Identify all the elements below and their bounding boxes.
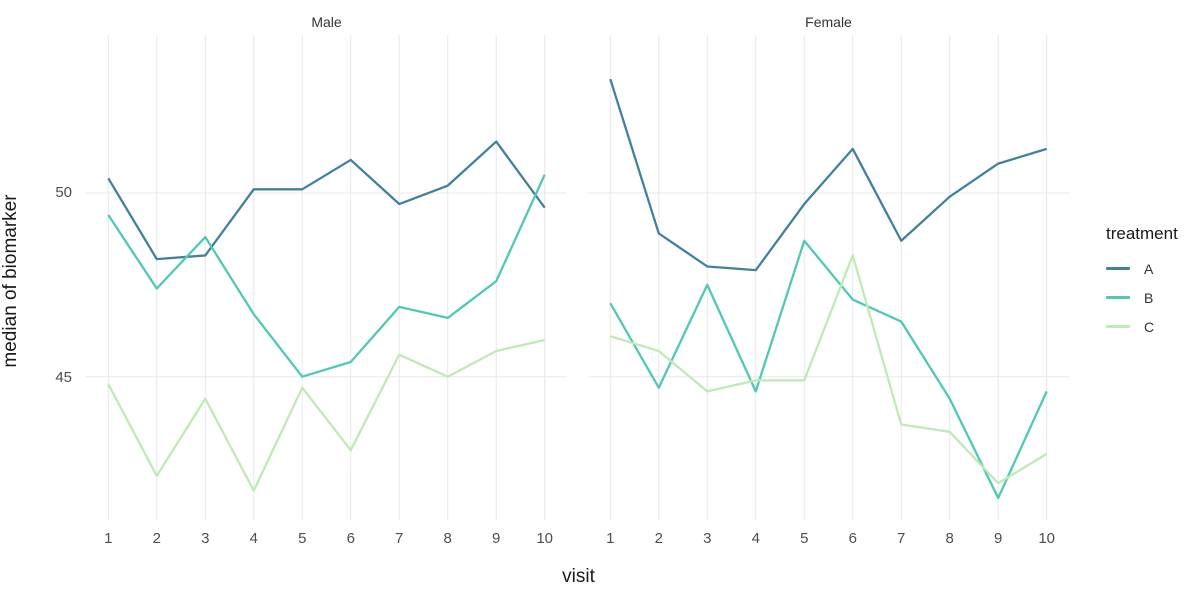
x-tick-label: 7 — [897, 530, 905, 547]
panel-male: 1 2 3 4 5 6 7 8 9 10 — [86, 35, 567, 547]
series-line-c-male — [107, 338, 545, 492]
x-tick-label: 3 — [201, 530, 209, 547]
x-tick-label: 10 — [536, 530, 553, 547]
legend-swatch-b-icon — [1106, 295, 1130, 300]
legend-swatch-a-icon — [1106, 266, 1130, 271]
x-tick-label: 1 — [104, 530, 112, 547]
x-axis-title: visit — [562, 566, 595, 587]
x-tick-label: 1 — [606, 530, 614, 547]
x-tick-label: 2 — [655, 530, 663, 547]
x-tick-label: 5 — [800, 530, 808, 547]
x-tick-label: 8 — [946, 530, 954, 547]
legend-item-c: C — [1106, 312, 1178, 341]
y-tick-label: 45 — [55, 369, 72, 386]
x-tick-label: 4 — [250, 530, 258, 547]
series-line-a-female — [609, 78, 1048, 272]
x-tick-label: 3 — [703, 530, 711, 547]
y-axis-title: median of biomarker — [0, 194, 21, 368]
y-tick-label: 50 — [55, 184, 72, 201]
x-tick-label: 4 — [752, 530, 760, 547]
x-tick-label: 8 — [444, 530, 452, 547]
x-tick-label: 9 — [492, 530, 500, 547]
series-line-b-male — [107, 174, 546, 378]
facet-strip-male: Male — [311, 14, 342, 30]
x-tick-label: 6 — [347, 530, 355, 547]
x-tick-label: 2 — [153, 530, 161, 547]
x-tick-label: 10 — [1038, 530, 1055, 547]
legend-item-a: A — [1106, 254, 1178, 283]
legend-item-b: B — [1106, 283, 1178, 312]
series-line-a-male — [107, 140, 546, 261]
x-tick-label: 7 — [395, 530, 403, 547]
facet-strip-female: Female — [805, 14, 852, 30]
panel-female: 1 2 3 4 5 6 7 8 9 10 — [588, 35, 1069, 547]
legend-swatch-c-icon — [1106, 324, 1130, 329]
x-tick-label: 9 — [994, 530, 1002, 547]
x-tick-label: 6 — [849, 530, 857, 547]
legend-label: C — [1144, 318, 1155, 335]
x-tick-label: 5 — [298, 530, 306, 547]
series-line-c-female — [609, 254, 1048, 485]
legend-label: A — [1144, 260, 1154, 277]
legend-label: B — [1144, 289, 1154, 306]
legend-title: treatment — [1106, 224, 1178, 243]
series-line-b-female — [609, 239, 1048, 500]
